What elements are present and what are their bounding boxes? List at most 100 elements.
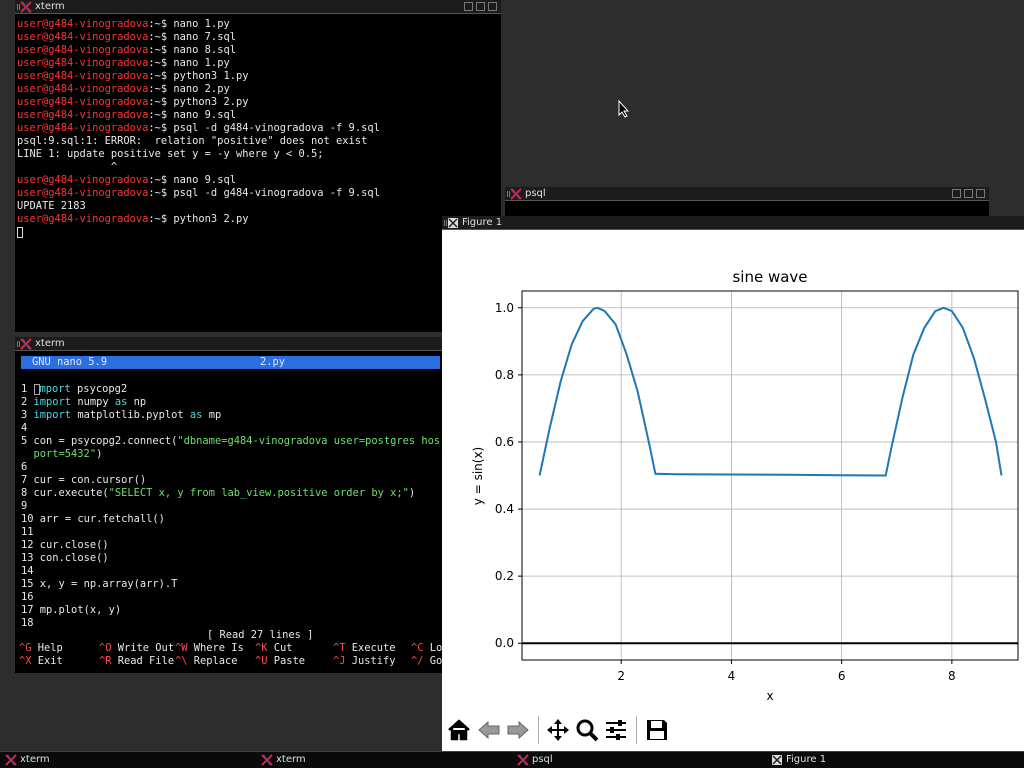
terminal-line: user@g484-vinogradova:~$ python3 1.py [17, 70, 497, 83]
window-titlebar[interactable]: psql [505, 187, 989, 201]
y-tick-label: 0.2 [495, 569, 514, 583]
window-title: xterm [35, 338, 65, 349]
terminal-text: :~$ nano 2.py [148, 83, 230, 95]
shell-prompt: user@g484-vinogradova [17, 122, 149, 134]
nano-shortcuts: ^G Help ^O Write Out ^W Where Is ^K Cut ^T E… [19, 642, 443, 670]
chart-title: sine wave [732, 268, 807, 286]
shortcut-key: ^T [333, 642, 346, 654]
terminal-line: user@g484-vinogradova:~$ nano 1.py [17, 18, 497, 31]
maximize-icon[interactable] [476, 2, 485, 11]
shell-prompt: user@g484-vinogradova [17, 213, 149, 225]
nano-shortcut: ^X Exit [19, 655, 63, 668]
shell-prompt: user@g484-vinogradova [17, 70, 149, 82]
shortcut-key: ^R [99, 655, 112, 667]
x-tick-label: 6 [838, 669, 846, 683]
nano-editor[interactable]: 1 mport psycopg2 2 import numpy as np 3 im… [21, 383, 440, 629]
nano-shortcut: ^G Help [19, 642, 63, 655]
terminal-line: user@g484-vinogradova:~$ nano 8.sql [17, 44, 497, 57]
toolbar-separator [636, 716, 637, 744]
shortcut-label: Write Out [111, 642, 175, 654]
nano-shortcut: ^/ Go [411, 655, 442, 668]
x11-icon [5, 754, 17, 766]
chart[interactable]: 2 4 6 8 0.0 0.2 0.4 0.6 0.8 1.0 sine wave x y = s… [442, 231, 1024, 711]
figure-toolbar [442, 712, 1024, 750]
save-icon[interactable] [644, 717, 670, 743]
zoom-icon[interactable] [574, 717, 600, 743]
terminal-text: :~$ python3 2.py [148, 213, 249, 225]
shortcut-key: ^U [255, 655, 268, 667]
taskbar-item-figure[interactable]: Figure 1 [768, 752, 1022, 768]
window-title: psql [525, 188, 546, 199]
maximize-icon[interactable] [964, 189, 973, 198]
terminal-cursor [17, 226, 23, 238]
shortcut-key: ^G [19, 642, 32, 654]
nano-version: GNU nano 5.9 [32, 356, 108, 368]
back-arrow-icon[interactable] [476, 717, 502, 743]
terminal-line: user@g484-vinogradova:~$ python3 2.py [17, 96, 497, 109]
plot-frame [521, 290, 1019, 661]
taskbar-label: Figure 1 [786, 754, 827, 765]
figure-icon [448, 218, 458, 228]
y-tick-label: 0.6 [495, 435, 514, 449]
window-titlebar[interactable]: Figure 1 [442, 216, 1024, 230]
shortcut-label: Read File [111, 655, 175, 667]
taskbar-label: psql [532, 754, 553, 765]
x-tick-label: 4 [728, 669, 736, 683]
taskbar-item-psql[interactable]: psql [514, 752, 764, 768]
home-icon[interactable] [446, 717, 472, 743]
terminal-text: :~$ nano 9.sql [148, 174, 236, 186]
terminal-text: :~$ psql -d g484-vinogradova -f 9.sql [148, 122, 380, 134]
terminal-line: user@g484-vinogradova:~$ nano 7.sql [17, 31, 497, 44]
shortcut-label: Execute [345, 642, 396, 654]
taskbar-item-xterm-2[interactable]: xterm [258, 752, 508, 768]
terminal-text: UPDATE 2183 [17, 200, 86, 212]
terminal-line: ^ [17, 161, 497, 174]
terminal-output[interactable]: user@g484-vinogradova:~$ nano 1.py user@g… [17, 18, 497, 328]
close-icon[interactable] [488, 2, 497, 11]
shell-prompt: user@g484-vinogradova [17, 109, 149, 121]
window-titlebar[interactable]: xterm [15, 0, 501, 14]
window-title: xterm [35, 1, 65, 12]
terminal-text: :~$ python3 1.py [148, 70, 249, 82]
close-icon[interactable] [976, 189, 985, 198]
minimize-icon[interactable] [952, 189, 961, 198]
shortcut-key: ^K [255, 642, 268, 654]
terminal-text: :~$ nano 1.py [148, 18, 230, 30]
grip-icon [507, 191, 510, 197]
xterm-window-nano[interactable]: xterm [15, 337, 443, 673]
pan-icon[interactable] [545, 717, 571, 743]
nano-shortcut: ^T Execute [333, 642, 396, 655]
terminal-text: :~$ nano 1.py [148, 57, 230, 69]
window-titlebar[interactable]: xterm [15, 337, 443, 351]
terminal-line: user@g484-vinogradova:~$ python3 2.py [17, 213, 497, 226]
taskbar-item-xterm-1[interactable]: xterm [2, 752, 252, 768]
terminal-line: LINE 1: update positive set y = -y where… [17, 148, 497, 161]
shell-prompt: user@g484-vinogradova [17, 96, 149, 108]
figure-window[interactable]: Figure 1 [442, 216, 1024, 751]
nano-shortcut: ^R Read File [99, 655, 174, 668]
minimize-icon[interactable] [464, 2, 473, 11]
x-axis-label: x [766, 689, 773, 703]
nano-shortcut: ^J Justify [333, 655, 396, 668]
toolbar-separator [538, 716, 539, 744]
grip-icon [17, 4, 20, 10]
taskbar-label: xterm [20, 754, 50, 765]
nano-shortcut: ^C Lo [411, 642, 442, 655]
shortcut-key: ^X [19, 655, 32, 667]
shortcut-label: Paste [267, 655, 306, 667]
x-tick-label: 8 [948, 669, 956, 683]
shell-prompt: user@g484-vinogradova [17, 31, 149, 43]
shortcut-label: Where Is [187, 642, 244, 654]
y-tick-label: 1.0 [495, 301, 514, 315]
terminal-line: user@g484-vinogradova:~$ nano 9.sql [17, 109, 497, 122]
shortcut-key: ^\ [175, 655, 188, 667]
terminal-text: :~$ nano 9.sql [148, 109, 236, 121]
x11-icon [517, 754, 529, 766]
shell-prompt: user@g484-vinogradova [17, 57, 149, 69]
taskbar [0, 751, 1024, 768]
terminal-text: :~$ nano 8.sql [148, 44, 236, 56]
configure-subplots-icon[interactable] [603, 717, 629, 743]
forward-arrow-icon[interactable] [505, 717, 531, 743]
xterm-window-top[interactable]: xterm user@g484-vinogradova:~$ nano 1.py… [15, 0, 501, 332]
terminal-text: :~$ nano 7.sql [148, 31, 236, 43]
